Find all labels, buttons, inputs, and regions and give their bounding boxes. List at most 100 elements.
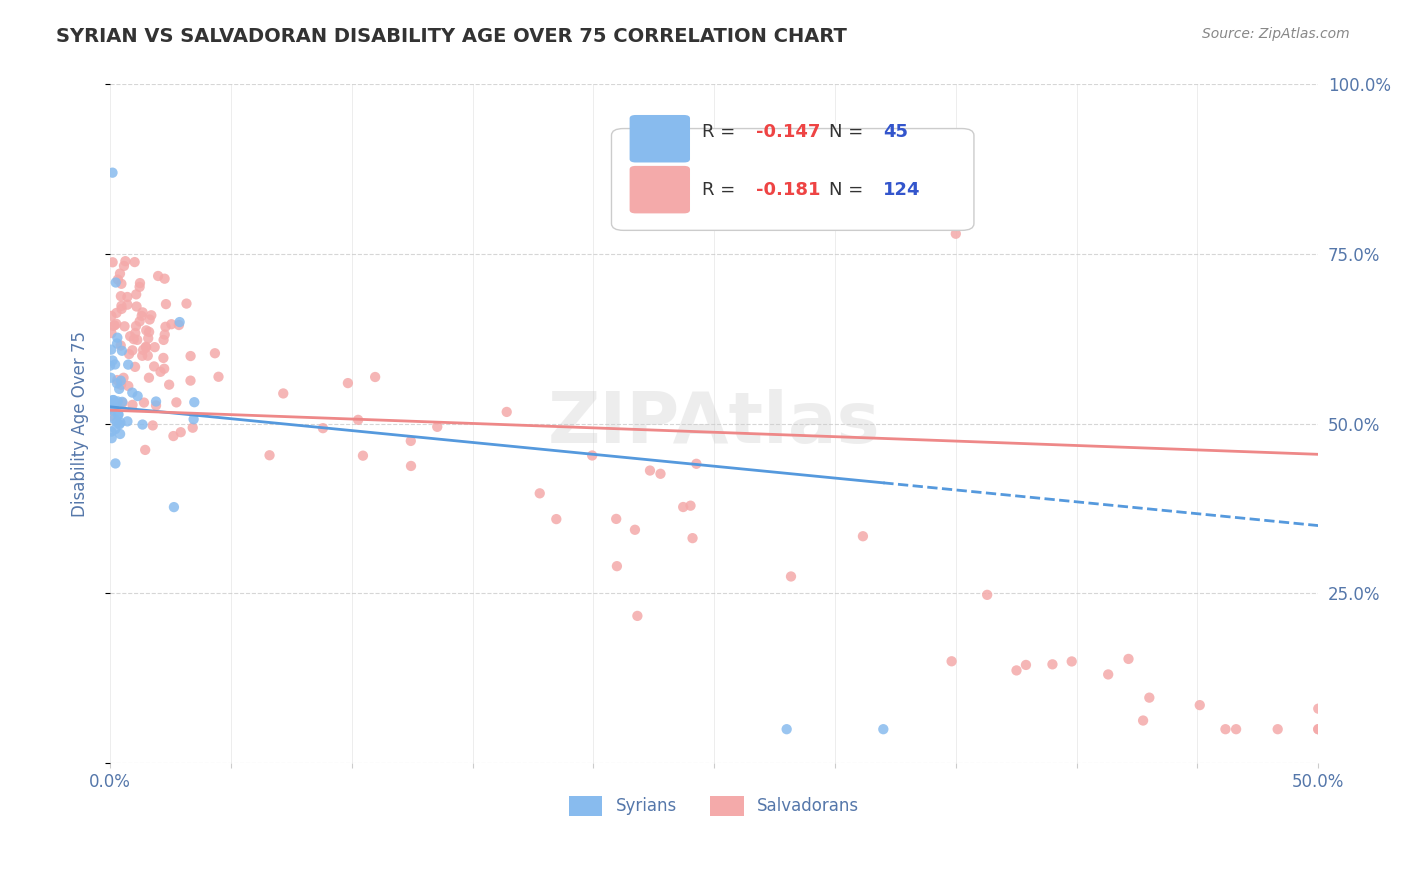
- Point: [127, 333, 149, 347]
- Point: [626, 608, 648, 623]
- Point: [100, 309, 122, 323]
- Point: [124, 326, 146, 340]
- Point: [176, 296, 198, 310]
- Point: [122, 332, 145, 346]
- Text: SYRIAN VS SALVADORAN DISABILITY AGE OVER 75 CORRELATION CHART: SYRIAN VS SALVADORAN DISABILITY AGE OVER…: [56, 27, 846, 45]
- Point: [104, 276, 127, 290]
- Point: [112, 371, 135, 385]
- Point: [169, 315, 191, 329]
- Point: [163, 500, 186, 515]
- Point: [105, 336, 128, 351]
- Point: [104, 358, 127, 372]
- Point: [624, 523, 647, 537]
- Point: [103, 400, 125, 414]
- Point: [103, 318, 125, 333]
- Point: [183, 395, 205, 409]
- FancyBboxPatch shape: [612, 128, 974, 230]
- Y-axis label: Disability Age Over 75: Disability Age Over 75: [72, 331, 89, 516]
- Point: [152, 351, 174, 365]
- Point: [129, 276, 152, 290]
- Point: [976, 588, 998, 602]
- Text: N =: N =: [830, 123, 869, 141]
- Text: R =: R =: [702, 181, 741, 199]
- Text: -0.181: -0.181: [756, 181, 821, 199]
- Point: [143, 340, 166, 354]
- Point: [347, 413, 370, 427]
- Point: [1118, 652, 1140, 666]
- Point: [114, 254, 136, 268]
- Point: [138, 370, 160, 384]
- Point: [945, 227, 967, 241]
- Point: [685, 457, 707, 471]
- Point: [138, 325, 160, 339]
- Point: [127, 389, 149, 403]
- Point: [312, 421, 335, 435]
- Point: [145, 399, 167, 413]
- Point: [162, 429, 184, 443]
- Point: [135, 340, 157, 354]
- Point: [153, 361, 176, 376]
- Point: [100, 431, 122, 445]
- Point: [117, 379, 139, 393]
- Point: [131, 417, 153, 432]
- Point: [118, 347, 141, 361]
- Point: [146, 268, 169, 283]
- Point: [134, 442, 156, 457]
- Point: [1215, 722, 1237, 736]
- Point: [132, 395, 155, 409]
- Point: [120, 329, 142, 343]
- Point: [110, 277, 132, 291]
- Point: [399, 458, 422, 473]
- Point: [941, 654, 963, 668]
- Point: [110, 374, 132, 388]
- Point: [153, 271, 176, 285]
- Point: [107, 394, 129, 409]
- Point: [110, 299, 132, 313]
- Point: [852, 529, 875, 543]
- Point: [155, 297, 177, 311]
- Point: [117, 358, 139, 372]
- Point: [136, 331, 159, 345]
- Point: [100, 343, 122, 357]
- Point: [117, 414, 139, 428]
- Point: [1015, 657, 1038, 672]
- Point: [650, 467, 672, 481]
- Point: [110, 338, 132, 352]
- Point: [207, 369, 229, 384]
- Point: [1308, 722, 1330, 736]
- Point: [105, 415, 128, 429]
- Point: [606, 559, 628, 574]
- Point: [128, 280, 150, 294]
- Point: [105, 331, 128, 345]
- Point: [672, 500, 695, 514]
- Point: [135, 323, 157, 337]
- Point: [110, 416, 132, 430]
- Point: [1042, 657, 1064, 672]
- Point: [101, 393, 124, 408]
- Point: [181, 420, 204, 434]
- Point: [104, 457, 127, 471]
- Point: [180, 349, 202, 363]
- Point: [117, 290, 139, 304]
- Point: [125, 300, 148, 314]
- Point: [399, 434, 422, 448]
- Text: 45: 45: [883, 123, 908, 141]
- Point: [108, 382, 131, 396]
- Point: [364, 370, 387, 384]
- Point: [131, 309, 153, 323]
- Point: [107, 408, 129, 422]
- Point: [495, 405, 517, 419]
- Point: [170, 425, 193, 440]
- Point: [98, 401, 121, 416]
- Point: [125, 319, 148, 334]
- Point: [121, 398, 143, 412]
- Text: 124: 124: [883, 181, 921, 199]
- Point: [100, 396, 122, 410]
- Point: [183, 412, 205, 426]
- Point: [121, 385, 143, 400]
- Point: [101, 403, 124, 417]
- Point: [259, 448, 281, 462]
- Point: [138, 312, 160, 326]
- Point: [149, 365, 172, 379]
- Point: [638, 464, 661, 478]
